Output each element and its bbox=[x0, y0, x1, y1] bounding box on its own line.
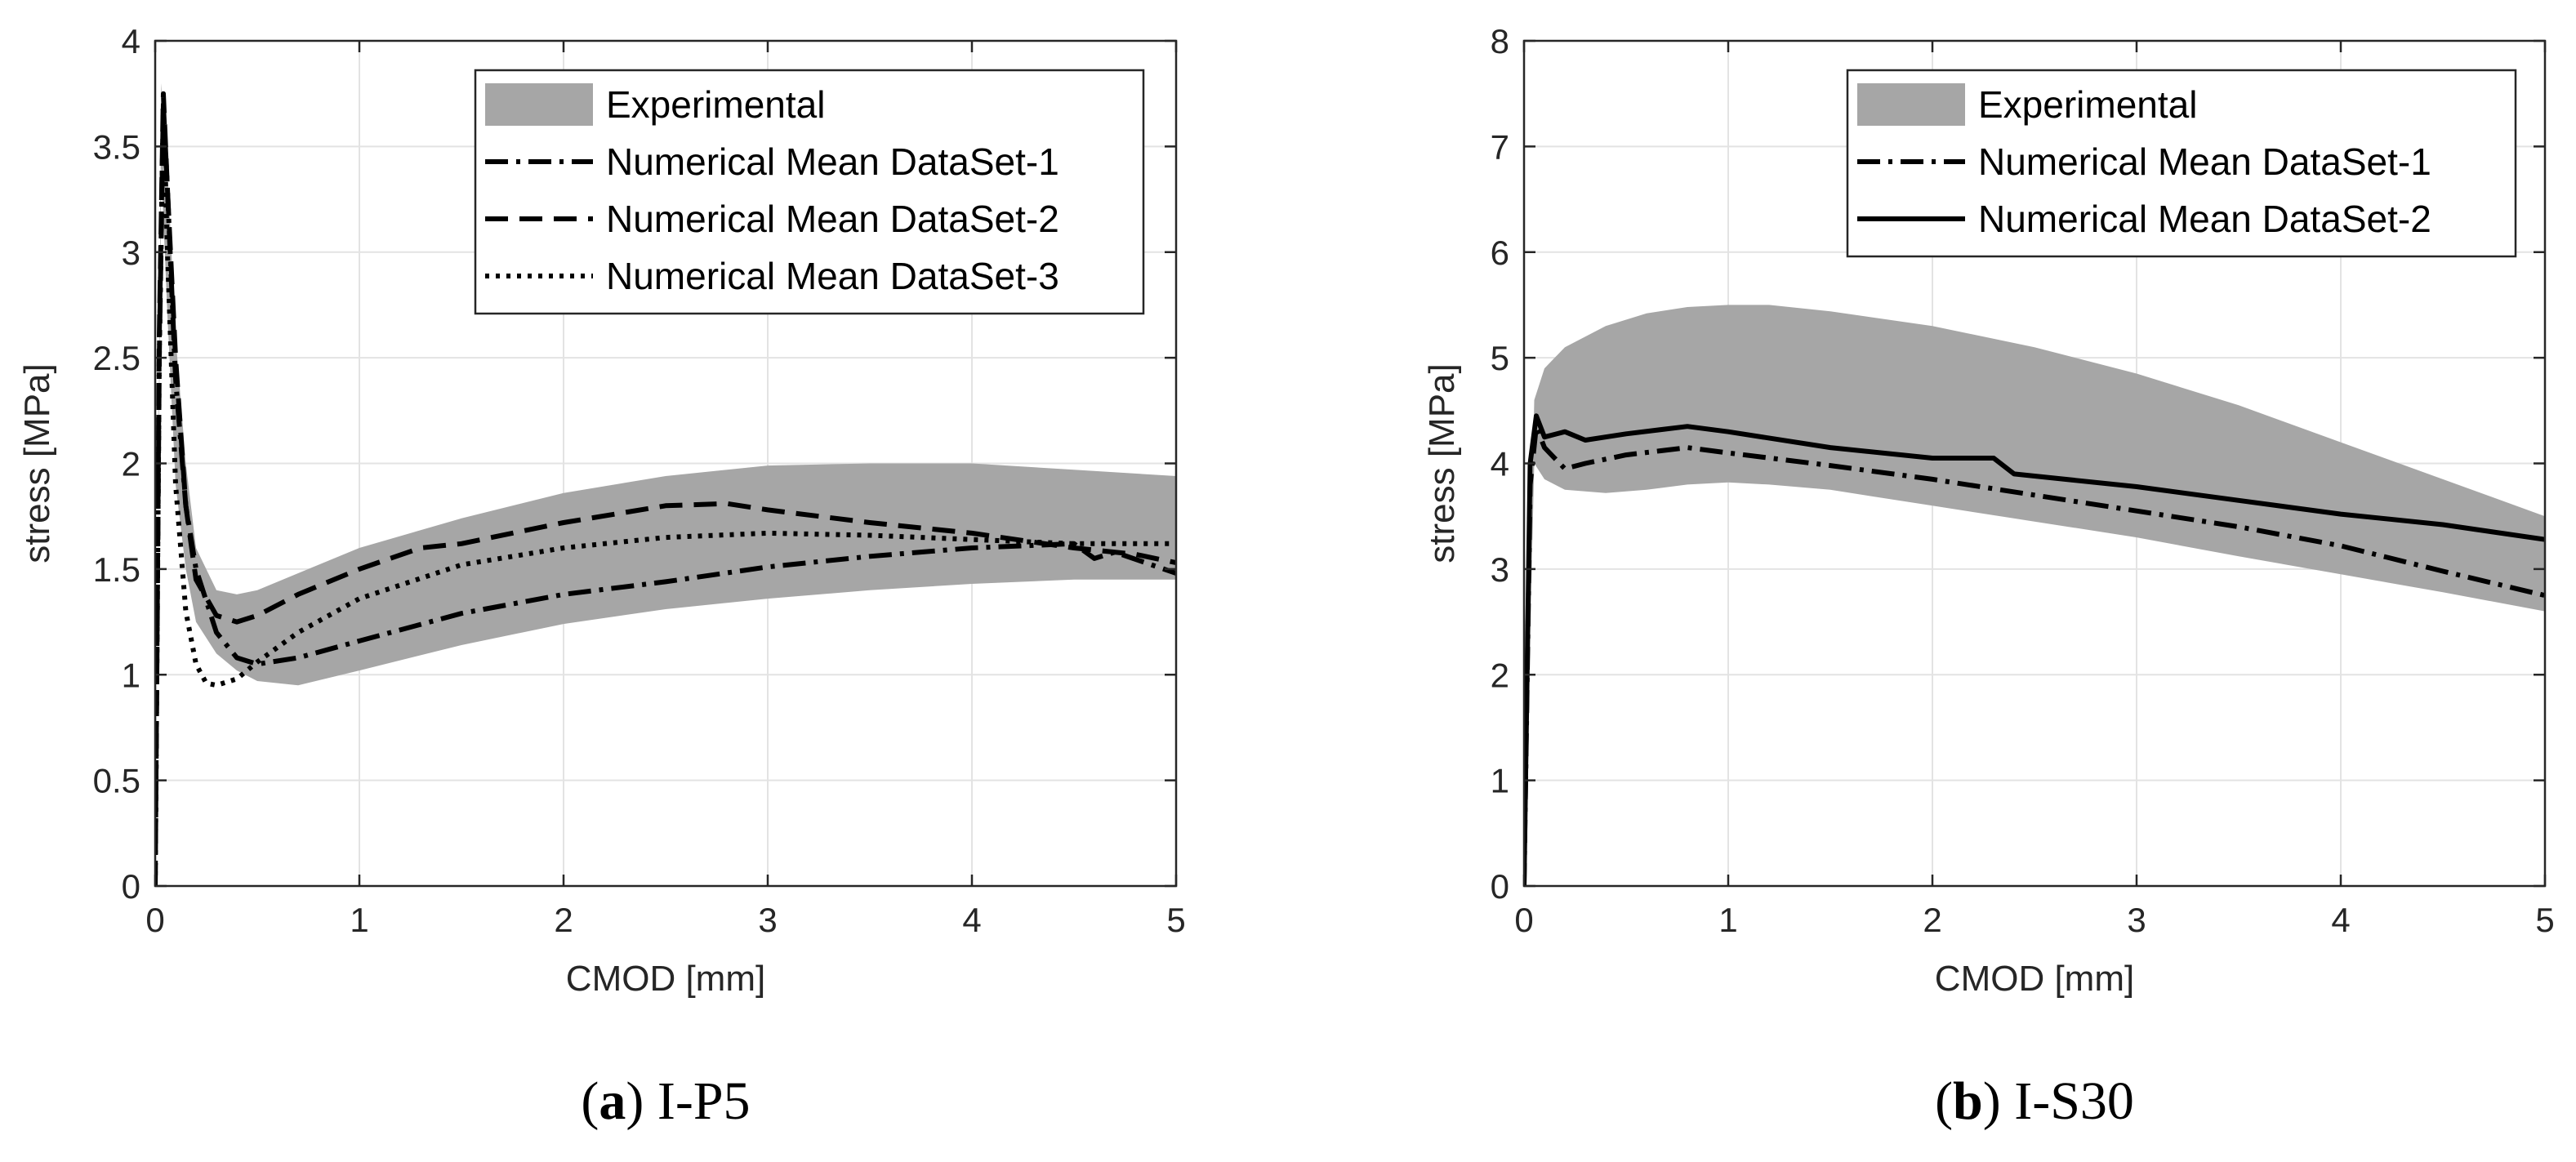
y-tick-label: 4 bbox=[1491, 445, 1509, 483]
panel-caption: (a) I-P5 bbox=[581, 1071, 750, 1131]
y-tick-label: 0 bbox=[1491, 867, 1509, 906]
y-tick-label: 5 bbox=[1491, 339, 1509, 377]
y-tick-label: 2.5 bbox=[93, 339, 140, 377]
y-tick-label: 6 bbox=[1491, 234, 1509, 272]
x-tick-label: 3 bbox=[2127, 901, 2146, 939]
x-tick-label: 3 bbox=[758, 901, 777, 939]
y-tick-label: 2 bbox=[122, 445, 140, 483]
y-tick-label: 4 bbox=[122, 22, 140, 60]
y-tick-label: 0 bbox=[122, 867, 140, 906]
series-line-2 bbox=[1524, 413, 2545, 886]
y-tick-label: 1 bbox=[122, 656, 140, 694]
x-tick-label: 5 bbox=[1166, 901, 1185, 939]
y-axis-label: stress [MPa] bbox=[1422, 363, 1462, 563]
x-tick-label: 0 bbox=[145, 901, 164, 939]
legend: Experimental Numerical Mean DataSet-1 Nume… bbox=[474, 69, 1145, 315]
y-tick-label: 8 bbox=[1491, 22, 1509, 60]
panel-caption: (b) I-S30 bbox=[1935, 1071, 2134, 1131]
chart-panel-b: 0 1 2 3 4 5 0 1 2 3 4 5 6 7 8 CMOD [mm] stress [MPa] Expe… bbox=[1422, 22, 2555, 1131]
x-tick-label: 0 bbox=[1514, 901, 1533, 939]
x-tick-label: 4 bbox=[2331, 901, 2350, 939]
series-line-3 bbox=[155, 101, 1176, 886]
x-tick-label: 2 bbox=[554, 901, 573, 939]
x-tick-label: 5 bbox=[2535, 901, 2554, 939]
y-tick-label: 0.5 bbox=[93, 762, 140, 800]
y-tick-label: 1 bbox=[1491, 762, 1509, 800]
x-tick-label: 4 bbox=[962, 901, 981, 939]
legend-entry-label: Numerical Mean DataSet-1 bbox=[606, 140, 1059, 183]
y-tick-label: 2 bbox=[1491, 656, 1509, 694]
x-tick-label: 1 bbox=[350, 901, 368, 939]
legend-entry-label: Experimental bbox=[606, 83, 825, 126]
series-line-1 bbox=[1524, 424, 2545, 886]
legend-entry-label: Numerical Mean DataSet-1 bbox=[1978, 140, 2431, 183]
legend-entry-label: Numerical Mean DataSet-2 bbox=[606, 198, 1059, 240]
y-tick-label: 7 bbox=[1491, 127, 1509, 166]
series-line-2 bbox=[155, 91, 1176, 886]
chart-panel-a: 0 1 2 3 4 5 0 0.5 1 1.5 2 2.5 3 3.5 4 CMOD [mm] stress [… bbox=[17, 22, 1186, 1131]
x-tick-label: 1 bbox=[1718, 901, 1737, 939]
x-axis-label: CMOD [mm] bbox=[566, 959, 765, 999]
legend-swatch-experimental bbox=[1857, 83, 1965, 126]
legend-entry-label: Numerical Mean DataSet-2 bbox=[1978, 198, 2431, 240]
experimental-band bbox=[1524, 305, 2545, 886]
legend-swatch-experimental bbox=[485, 83, 593, 126]
experimental-band bbox=[155, 82, 1176, 886]
y-tick-label: 3 bbox=[122, 234, 140, 272]
legend-entry-label: Numerical Mean DataSet-3 bbox=[606, 255, 1059, 297]
legend: Experimental Numerical Mean DataSet-1 Nume… bbox=[1846, 69, 2517, 258]
x-axis-label: CMOD [mm] bbox=[1935, 959, 2134, 999]
x-tick-label: 2 bbox=[1923, 901, 1941, 939]
legend-entry-label: Experimental bbox=[1978, 83, 2197, 126]
y-tick-label: 3 bbox=[1491, 550, 1509, 589]
y-tick-label: 1.5 bbox=[93, 550, 140, 589]
y-axis-label: stress [MPa] bbox=[17, 363, 57, 563]
y-tick-label: 3.5 bbox=[93, 127, 140, 166]
